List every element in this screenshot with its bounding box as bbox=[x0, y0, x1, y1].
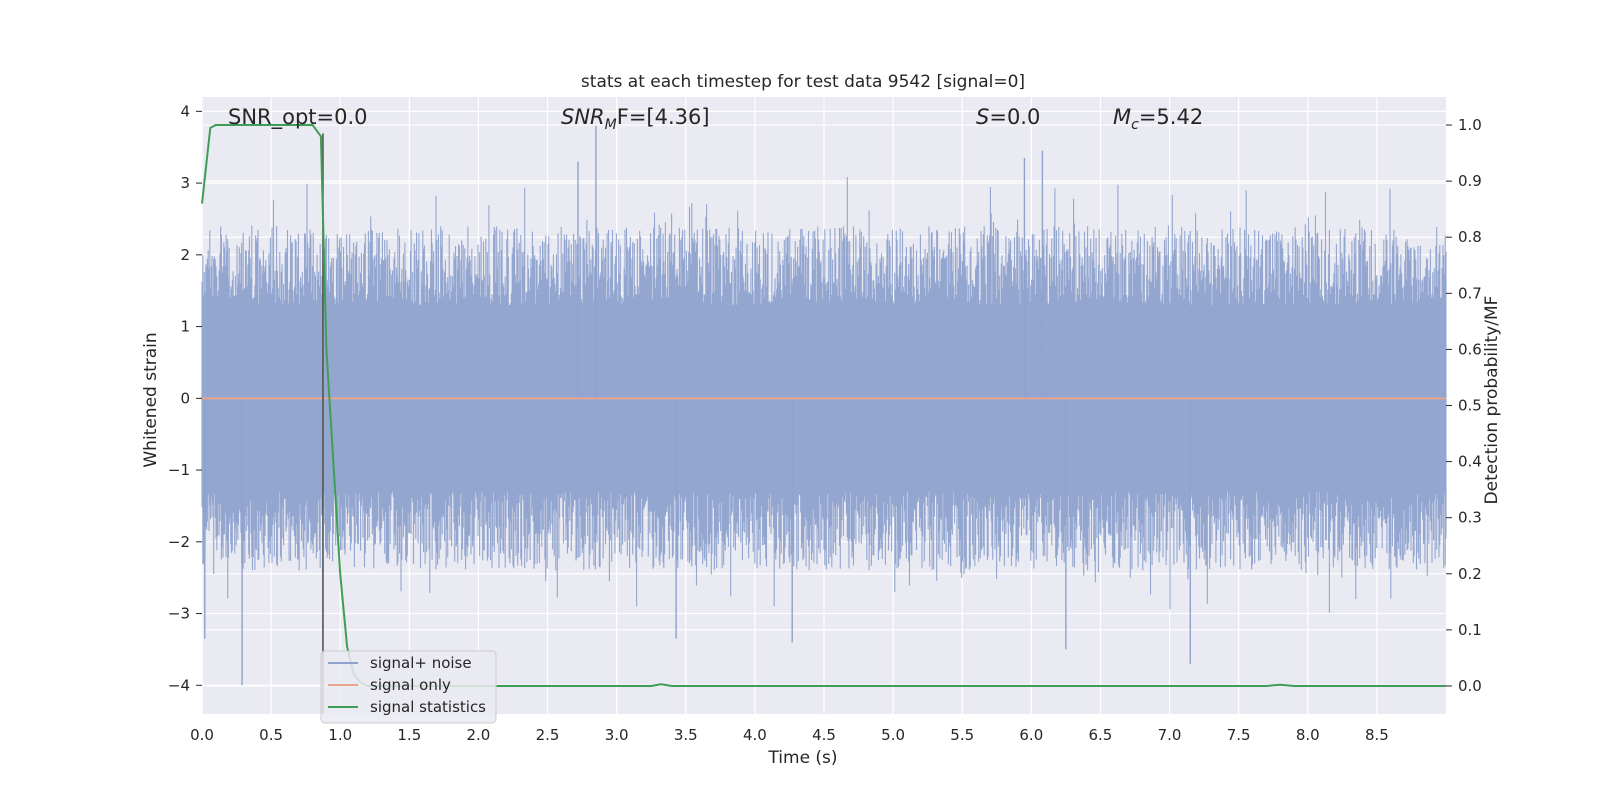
x-axis-ticks: 0.0 0.5 1.0 1.5 2.0 2.5 3.0 3.5 4.0 4.5 5.0 5.5 6.0 6… bbox=[190, 726, 1389, 744]
x-tick-label: 2.5 bbox=[536, 726, 560, 744]
y-tick-label: 2 bbox=[180, 246, 190, 264]
y-right-axis-label: Detection probability/MF bbox=[1482, 296, 1502, 505]
y-axis-ticks: 4 3 2 1 0 −1 −2 −3 −4 bbox=[168, 102, 202, 694]
legend-label-signal-statistics: signal statistics bbox=[370, 698, 486, 716]
y-tick-label: −4 bbox=[168, 676, 190, 694]
s-main: S bbox=[976, 105, 989, 129]
y-right-tick-label: 0.6 bbox=[1458, 340, 1482, 358]
x-tick-label: 8.5 bbox=[1365, 726, 1389, 744]
y-axis-label: Whitened strain bbox=[141, 332, 161, 467]
annotation-mc: Mc=5.42 bbox=[1113, 105, 1203, 133]
annotation-snr-mf: SNRMF=[4.36] bbox=[561, 105, 710, 133]
y-right-tick-label: 0.0 bbox=[1458, 677, 1482, 695]
annotation-s: S=0.0 bbox=[976, 105, 1040, 129]
y-right-tick-label: 0.7 bbox=[1458, 284, 1482, 302]
legend-box bbox=[320, 650, 497, 724]
x-tick-label: 3.0 bbox=[605, 726, 629, 744]
x-tick-label: 7.5 bbox=[1227, 726, 1251, 744]
x-tick-label: 5.0 bbox=[881, 726, 905, 744]
chart-title: stats at each timestep for test data 954… bbox=[581, 72, 1025, 92]
legend-label-signal-noise: signal+ noise bbox=[370, 654, 472, 672]
x-tick-label: 0.5 bbox=[259, 726, 283, 744]
y-right-tick-label: 0.9 bbox=[1458, 172, 1482, 190]
y-right-tick-label: 0.4 bbox=[1458, 453, 1482, 471]
s-tail: =0.0 bbox=[989, 105, 1040, 129]
x-tick-label: 4.5 bbox=[812, 726, 836, 744]
x-tick-label: 1.5 bbox=[397, 726, 421, 744]
mc-tail: =5.42 bbox=[1139, 105, 1203, 129]
noise-trace bbox=[201, 177, 1447, 613]
x-tick-label: 1.0 bbox=[328, 726, 352, 744]
snr-mf-main: SNR bbox=[561, 105, 605, 129]
y-right-tick-label: 0.2 bbox=[1458, 565, 1482, 583]
y-tick-label: 3 bbox=[180, 174, 190, 192]
mc-main: M bbox=[1113, 105, 1131, 129]
x-tick-label: 0.0 bbox=[190, 726, 214, 744]
x-tick-label: 5.5 bbox=[950, 726, 974, 744]
x-tick-label: 8.0 bbox=[1296, 726, 1320, 744]
x-axis-label: Time (s) bbox=[767, 748, 837, 768]
legend: signal+ noise signal only signal statist… bbox=[320, 650, 497, 724]
legend-label-signal-only: signal only bbox=[370, 676, 451, 694]
y-tick-label: −2 bbox=[168, 533, 190, 551]
y-right-tick-label: 0.1 bbox=[1458, 621, 1482, 639]
y-right-tick-label: 0.5 bbox=[1458, 397, 1482, 415]
y-tick-label: 1 bbox=[180, 318, 190, 336]
x-tick-label: 2.0 bbox=[467, 726, 491, 744]
y-right-tick-label: 0.3 bbox=[1458, 509, 1482, 527]
y-tick-label: 0 bbox=[180, 389, 190, 407]
x-tick-label: 7.0 bbox=[1158, 726, 1182, 744]
series-signal-noise bbox=[201, 125, 1447, 686]
y-tick-label: 4 bbox=[180, 102, 190, 120]
y-right-tick-label: 0.8 bbox=[1458, 228, 1482, 246]
annotation-snr-opt: SNR_opt=0.0 bbox=[228, 105, 368, 130]
x-tick-label: 6.5 bbox=[1089, 726, 1113, 744]
snr-mf-sub: M bbox=[605, 117, 617, 133]
y-right-tick-label: 1.0 bbox=[1458, 116, 1482, 134]
y-tick-label: −1 bbox=[168, 461, 190, 479]
y-tick-label: −3 bbox=[168, 605, 190, 623]
x-tick-label: 4.0 bbox=[743, 726, 767, 744]
x-tick-label: 3.5 bbox=[674, 726, 698, 744]
mc-sub: c bbox=[1131, 117, 1139, 133]
y-right-axis-ticks: 1.0 0.9 0.8 0.7 0.6 0.5 0.4 0.3 0.2 0.1 0.0 bbox=[1446, 116, 1482, 695]
x-tick-label: 6.0 bbox=[1019, 726, 1043, 744]
snr-mf-tail: F=[4.36] bbox=[617, 105, 710, 129]
